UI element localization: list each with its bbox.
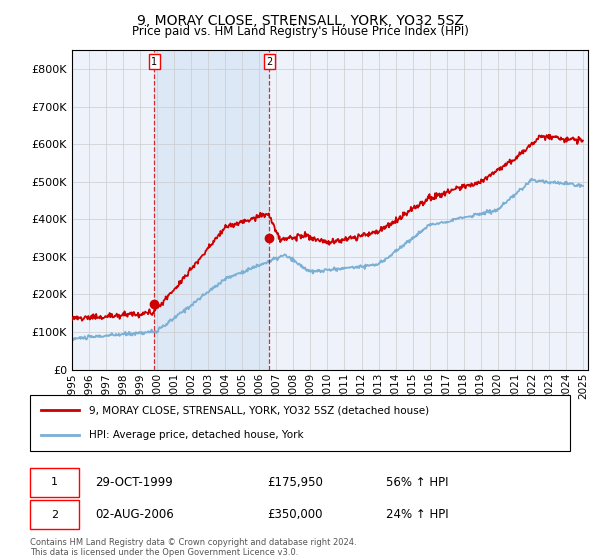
Text: 29-OCT-1999: 29-OCT-1999	[95, 476, 173, 489]
Text: 24% ↑ HPI: 24% ↑ HPI	[386, 508, 449, 521]
Bar	[154, 50, 269, 370]
FancyBboxPatch shape	[30, 500, 79, 529]
Text: Contains HM Land Registry data © Crown copyright and database right 2024.
This d: Contains HM Land Registry data © Crown c…	[30, 538, 356, 557]
Text: 02-AUG-2006: 02-AUG-2006	[95, 508, 173, 521]
Text: 2: 2	[51, 510, 58, 520]
Text: Price paid vs. HM Land Registry's House Price Index (HPI): Price paid vs. HM Land Registry's House …	[131, 25, 469, 38]
Text: £175,950: £175,950	[268, 476, 323, 489]
Text: 56% ↑ HPI: 56% ↑ HPI	[386, 476, 449, 489]
Text: 1: 1	[51, 478, 58, 487]
FancyBboxPatch shape	[30, 468, 79, 497]
Text: HPI: Average price, detached house, York: HPI: Average price, detached house, York	[89, 430, 304, 440]
Text: 2: 2	[266, 57, 272, 67]
Text: 9, MORAY CLOSE, STRENSALL, YORK, YO32 5SZ: 9, MORAY CLOSE, STRENSALL, YORK, YO32 5S…	[137, 14, 463, 28]
FancyBboxPatch shape	[30, 395, 570, 451]
Text: 9, MORAY CLOSE, STRENSALL, YORK, YO32 5SZ (detached house): 9, MORAY CLOSE, STRENSALL, YORK, YO32 5S…	[89, 405, 430, 416]
Text: £350,000: £350,000	[268, 508, 323, 521]
Text: 1: 1	[151, 57, 157, 67]
